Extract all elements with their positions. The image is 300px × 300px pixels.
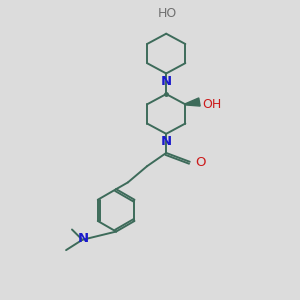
Text: N: N <box>78 232 89 245</box>
Text: HO: HO <box>158 8 177 20</box>
Polygon shape <box>185 98 200 106</box>
Text: N: N <box>160 135 172 148</box>
Text: O: O <box>195 157 206 169</box>
Text: N: N <box>160 75 172 88</box>
Text: OH: OH <box>202 98 221 111</box>
